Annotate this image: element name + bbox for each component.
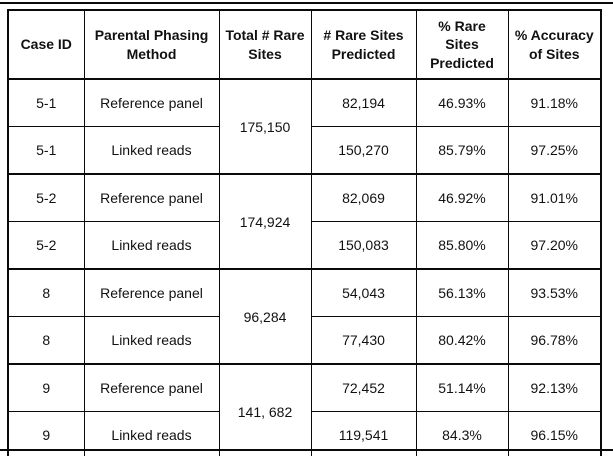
header-case-id: Case ID [7, 9, 85, 80]
case-id-cell: 8 [7, 316, 85, 365]
phasing-results-table: Case ID Parental Phasing Method Total # … [7, 9, 602, 456]
case-id-cell: 9 [7, 411, 85, 456]
accuracy-cell: 97.20% [507, 221, 602, 270]
bottom-horizontal-rule [0, 449, 613, 451]
table-row: 5-2 Linked reads 150,083 85.80% 97.20% [7, 221, 602, 270]
case-id-cell: 5-1 [7, 78, 85, 127]
table-row: 5-2 Reference panel 174,924 82,069 46.92… [7, 173, 602, 270]
method-cell: Linked reads [83, 221, 220, 270]
header-accuracy: % Accuracy of Sites [507, 9, 602, 80]
predicted-cell: 119,541 [310, 411, 417, 456]
table-row: 5-1 Linked reads 150,270 85.79% 97.25% [7, 126, 602, 175]
case-id-cell: 9 [7, 363, 85, 412]
predicted-cell: 150,083 [310, 221, 417, 270]
accuracy-cell: 97.25% [507, 126, 602, 175]
total-rare-sites-cell: 96,284 [218, 268, 312, 365]
accuracy-cell: 92.13% [507, 363, 602, 412]
pct-predicted-cell: 51.14% [415, 363, 509, 412]
pct-predicted-cell: 85.80% [415, 221, 509, 270]
table-row: 8 Reference panel 96,284 54,043 56.13% 9… [7, 268, 602, 365]
case-id-cell: 5-2 [7, 221, 85, 270]
accuracy-cell: 96.15% [507, 411, 602, 456]
pct-predicted-cell: 85.79% [415, 126, 509, 175]
total-rare-sites-cell: 175,150 [218, 78, 312, 175]
total-rare-sites-cell: 141, 682 [218, 363, 312, 456]
accuracy-cell: 93.53% [507, 268, 602, 317]
accuracy-cell: 91.18% [507, 78, 602, 127]
predicted-cell: 72,452 [310, 363, 417, 412]
total-rare-sites-cell: 174,924 [218, 173, 312, 270]
top-horizontal-rule [0, 2, 613, 4]
pct-predicted-cell: 80.42% [415, 316, 509, 365]
predicted-cell: 82,069 [310, 173, 417, 222]
predicted-cell: 150,270 [310, 126, 417, 175]
table-row: 5-1 Reference panel 175,150 82,194 46.93… [7, 78, 602, 175]
case-id-cell: 8 [7, 268, 85, 317]
method-cell: Reference panel [83, 268, 220, 317]
header-method: Parental Phasing Method [83, 9, 220, 80]
method-cell: Linked reads [83, 316, 220, 365]
predicted-cell: 54,043 [310, 268, 417, 317]
pct-predicted-cell: 46.93% [415, 78, 509, 127]
accuracy-cell: 96.78% [507, 316, 602, 365]
case-id-cell: 5-2 [7, 173, 85, 222]
table-header-row: Case ID Parental Phasing Method Total # … [7, 9, 602, 80]
pct-predicted-cell: 84.3% [415, 411, 509, 456]
case-id-cell: 5-1 [7, 126, 85, 175]
method-cell: Linked reads [83, 411, 220, 456]
pct-predicted-cell: 46.92% [415, 173, 509, 222]
header-total: Total # Rare Sites [218, 9, 312, 80]
table-row: 9 Reference panel 141, 682 72,452 51.14%… [7, 363, 602, 456]
table-row: 9 Linked reads 119,541 84.3% 96.15% [7, 411, 602, 456]
header-predicted: # Rare Sites Predicted [310, 9, 417, 80]
method-cell: Reference panel [83, 173, 220, 222]
method-cell: Reference panel [83, 363, 220, 412]
predicted-cell: 77,430 [310, 316, 417, 365]
method-cell: Linked reads [83, 126, 220, 175]
accuracy-cell: 91.01% [507, 173, 602, 222]
header-pct-predicted: % Rare Sites Predicted [415, 9, 509, 80]
pct-predicted-cell: 56.13% [415, 268, 509, 317]
predicted-cell: 82,194 [310, 78, 417, 127]
method-cell: Reference panel [83, 78, 220, 127]
